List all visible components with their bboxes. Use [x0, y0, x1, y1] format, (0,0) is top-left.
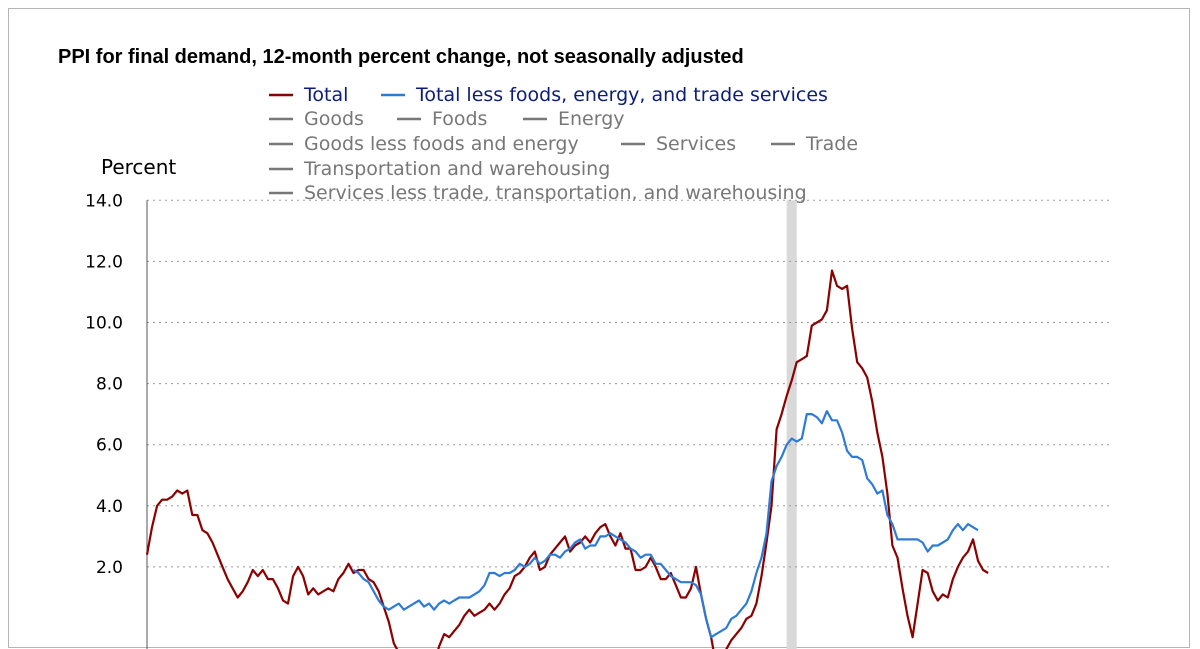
gridlines — [147, 199, 1109, 568]
recession-shading — [786, 200, 797, 649]
legend-label: Services less trade, transportation, and… — [304, 182, 807, 204]
legend-item-goods-less-foods-and-energy[interactable]: Goods less foods and energy — [269, 133, 579, 155]
legend-item-total[interactable]: Total — [269, 84, 348, 106]
y-tick-label: 6.0 — [96, 436, 123, 456]
y-tick-label: 8.0 — [96, 375, 123, 395]
legend-label: Energy — [558, 108, 625, 130]
legend-item-energy[interactable]: Energy — [523, 108, 625, 130]
legend-label: Trade — [805, 133, 858, 155]
series-lines — [145, 269, 989, 649]
legend-label: Transportation and warehousing — [303, 158, 610, 180]
legend-label: Goods less foods and energy — [304, 133, 579, 155]
legend-label: Total less foods, energy, and trade serv… — [415, 84, 828, 106]
legend-label: Total — [303, 84, 348, 106]
legend-item-services[interactable]: Services — [621, 133, 736, 155]
legend-label: Foods — [432, 108, 487, 130]
legend-label: Services — [656, 133, 736, 155]
series-line-total-less-foods-energy-and-trade-services — [352, 410, 979, 639]
legend-item-trade[interactable]: Trade — [771, 133, 858, 155]
y-axis-ticks: 2.0 4.0 6.0 8.0 10.0 12.0 14.0 — [85, 191, 123, 578]
y-tick-label: 2.0 — [96, 558, 123, 578]
legend-item-goods[interactable]: Goods — [269, 108, 364, 130]
legend-item-services-less-trade-transportation-and-warehousing[interactable]: Services less trade, transportation, and… — [269, 182, 807, 204]
legend-item-foods[interactable]: Foods — [397, 108, 487, 130]
legend-item-transportation-and-warehousing[interactable]: Transportation and warehousing — [269, 158, 610, 180]
chart-title: PPI for final demand, 12-month percent c… — [58, 46, 744, 68]
chart-frame: PPI for final demand, 12-month percent c… — [8, 8, 1190, 649]
chart-svg: PPI for final demand, 12-month percent c… — [58, 46, 1109, 649]
y-axis-label: Percent — [101, 155, 176, 179]
y-tick-label: 10.0 — [85, 314, 123, 334]
legend-item-total-less-foods-energy-and-trade-services[interactable]: Total less foods, energy, and trade serv… — [381, 84, 828, 106]
y-tick-label: 14.0 — [85, 191, 123, 211]
legend: Total Total less foods, energy, and trade… — [269, 84, 858, 204]
legend-label: Goods — [304, 108, 364, 130]
y-tick-label: 4.0 — [96, 497, 123, 517]
y-tick-label: 12.0 — [85, 252, 123, 272]
